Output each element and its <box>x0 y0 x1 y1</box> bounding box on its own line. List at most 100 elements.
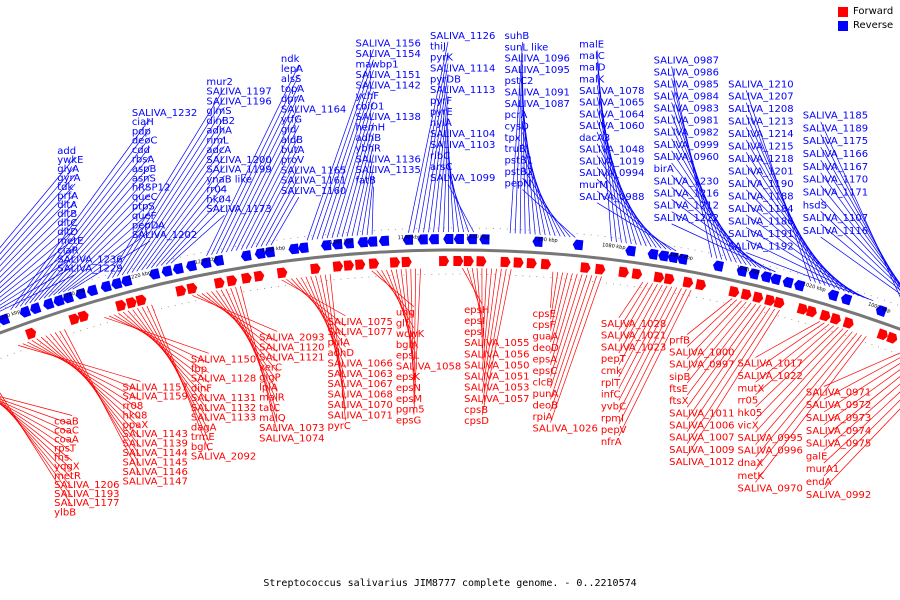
gene-label: pyrK <box>430 53 453 64</box>
gene-label: SALIVA_1126 <box>430 31 495 42</box>
gene-label: SALIVA_1166 <box>803 149 868 160</box>
gene-label: ndk <box>281 54 300 65</box>
leader-line <box>746 252 874 301</box>
gene-label: SALIVA_1120 <box>259 342 324 353</box>
gene-label: pcrA <box>505 110 528 121</box>
leader-line <box>0 183 76 267</box>
reverse-gene-arrow <box>254 248 266 259</box>
leader-line <box>686 307 771 432</box>
gene-label: lplA <box>259 383 278 394</box>
gene-label: SALIVA_1132 <box>191 403 256 414</box>
forward-gene-arrow <box>580 262 591 273</box>
reverse-gene-arrow <box>30 302 42 315</box>
gene-label: prfB <box>669 336 690 347</box>
leader-line <box>481 268 507 405</box>
gene-label: rimL <box>206 135 229 146</box>
gene-label: dagA <box>191 422 217 433</box>
leader-line <box>108 315 209 364</box>
gene-label: SALIVA_1160 <box>281 186 346 197</box>
gene-label: SALIVA_1021 <box>601 331 666 342</box>
gene-label: SALIVA_1121 <box>259 352 324 363</box>
leader-line <box>34 165 151 302</box>
gene-label: SALIVA_1190 <box>728 179 793 190</box>
leader-line <box>596 167 662 249</box>
gene-label: SALIVA_1012 <box>669 457 734 468</box>
leader-line <box>550 275 598 412</box>
gene-label: rpsT <box>54 444 77 455</box>
gene-label: ftsX <box>669 396 688 407</box>
leader-line <box>0 237 76 298</box>
gene-label: pstB1 <box>505 156 534 167</box>
gene-label: SALIVA_1064 <box>579 109 644 120</box>
gene-label: pgm5 <box>396 405 425 416</box>
reverse-gene-arrow <box>658 250 670 262</box>
leader-line <box>386 269 415 339</box>
reverse-gene-arrow <box>667 252 679 264</box>
leader-line <box>170 214 225 264</box>
gene-label: SALIVA_1138 <box>355 112 420 123</box>
gene-label: SALIVA_1103 <box>430 140 495 151</box>
gene-label: coaB <box>54 416 79 427</box>
leader-line <box>447 183 475 233</box>
leader-line <box>19 137 151 307</box>
leader-line <box>438 107 449 233</box>
leader-line <box>618 284 663 366</box>
gene-label: malR <box>259 393 285 404</box>
forward-gene-arrow <box>213 277 225 289</box>
leader-line <box>671 211 771 271</box>
leader-line <box>107 87 225 280</box>
forward-gene-arrow <box>526 258 537 269</box>
gene-label: hRSP12 <box>132 183 170 194</box>
leader-line <box>755 329 849 433</box>
leader-line <box>0 192 76 273</box>
gene-label: SALIVA_1104 <box>430 129 495 140</box>
gene-label: SALIVA_1131 <box>191 393 256 404</box>
leader-line <box>745 102 816 283</box>
reverse-gene-arrow <box>572 239 584 251</box>
gene-label: SALIVA_1113 <box>430 85 495 96</box>
gene-label: ytfG <box>281 114 302 125</box>
leader-line <box>270 196 300 246</box>
gene-label: ribC <box>430 151 450 162</box>
leader-line <box>260 176 300 247</box>
gene-label: hk05 <box>738 408 763 419</box>
leader-line <box>53 202 151 296</box>
reverse-gene-arrow <box>62 291 75 304</box>
gene-label: cbiO1 <box>355 101 384 112</box>
tick-label: 1020 kbp <box>802 281 826 293</box>
leader-line <box>820 147 900 288</box>
leader-line <box>522 132 551 236</box>
leader-line <box>206 64 300 256</box>
leader-line <box>329 274 346 421</box>
leader-line <box>201 293 278 352</box>
gene-label: prfA <box>57 191 78 202</box>
gene-label: epsH <box>464 305 489 316</box>
gene-label: SALIVA_1188 <box>728 191 793 202</box>
forward-gene-arrow <box>476 256 487 267</box>
leader-line <box>823 383 900 451</box>
gene-label: truB <box>505 144 526 155</box>
gene-label: rr08 <box>123 401 144 412</box>
leader-line <box>0 256 76 306</box>
inner-dotted-ring <box>0 273 900 360</box>
gene-label: dprA <box>281 94 305 105</box>
leader-line <box>550 273 573 354</box>
gene-label: pyrE <box>430 107 453 118</box>
gene-label: ciaH <box>132 117 154 128</box>
leader-line <box>596 96 632 245</box>
gene-label: SALIVA_2093 <box>259 332 324 343</box>
gene-label: SALIVA_1161 <box>281 176 346 187</box>
gene-label: SALIVA_1067 <box>328 379 393 390</box>
gene-label: glyA <box>57 164 79 175</box>
gene-label: SALIVA_1107 <box>803 213 868 224</box>
leader-line <box>522 189 576 238</box>
leader-line <box>596 202 677 252</box>
gene-label: SALIVA_0987 <box>654 55 719 66</box>
leader-line <box>160 195 225 266</box>
reverse-gene-arrow <box>782 276 794 289</box>
gene-label: adcA <box>206 145 231 156</box>
reverse-gene-arrow <box>87 284 99 297</box>
leader-line <box>418 63 449 233</box>
reverse-gene-arrow <box>417 234 428 245</box>
leader-line <box>820 172 900 284</box>
